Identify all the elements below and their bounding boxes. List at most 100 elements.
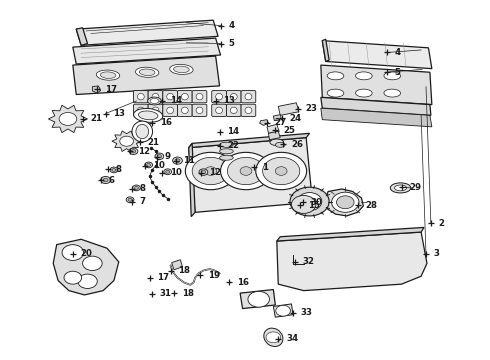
Text: 21: 21 — [147, 138, 160, 147]
Ellipse shape — [230, 107, 237, 113]
Circle shape — [276, 305, 291, 316]
Circle shape — [297, 193, 322, 211]
Text: 14: 14 — [170, 96, 182, 105]
Text: 18: 18 — [182, 289, 194, 298]
Polygon shape — [73, 56, 220, 95]
Text: 10: 10 — [170, 168, 181, 177]
Text: 16: 16 — [160, 118, 172, 127]
Circle shape — [263, 157, 300, 185]
Circle shape — [164, 169, 171, 175]
Text: 8: 8 — [139, 184, 146, 193]
Circle shape — [129, 148, 138, 154]
Polygon shape — [260, 120, 269, 125]
Circle shape — [64, 271, 82, 284]
Ellipse shape — [173, 66, 189, 73]
FancyBboxPatch shape — [241, 91, 256, 103]
Text: 5: 5 — [228, 39, 234, 48]
Ellipse shape — [97, 70, 120, 80]
Ellipse shape — [137, 107, 144, 113]
Polygon shape — [240, 289, 275, 309]
Circle shape — [292, 195, 316, 213]
Text: 12: 12 — [138, 147, 150, 156]
FancyBboxPatch shape — [163, 104, 177, 116]
Text: 11: 11 — [183, 157, 196, 166]
Ellipse shape — [138, 111, 158, 120]
Circle shape — [185, 152, 236, 190]
Circle shape — [157, 155, 162, 158]
Text: 22: 22 — [227, 141, 240, 150]
Circle shape — [78, 274, 98, 288]
Circle shape — [101, 176, 110, 184]
Circle shape — [62, 245, 84, 260]
Ellipse shape — [356, 72, 372, 80]
Polygon shape — [76, 20, 218, 45]
Text: 8: 8 — [116, 165, 122, 174]
Text: 21: 21 — [91, 114, 102, 123]
Polygon shape — [277, 228, 424, 241]
Ellipse shape — [139, 69, 155, 76]
Ellipse shape — [270, 139, 284, 145]
Circle shape — [266, 332, 281, 343]
Ellipse shape — [264, 328, 283, 347]
Polygon shape — [321, 98, 431, 115]
Circle shape — [205, 167, 217, 175]
Ellipse shape — [216, 94, 222, 100]
Text: 33: 33 — [301, 309, 313, 318]
FancyBboxPatch shape — [192, 104, 207, 116]
Polygon shape — [189, 133, 310, 148]
Ellipse shape — [135, 67, 159, 77]
Polygon shape — [93, 86, 101, 93]
Circle shape — [120, 136, 133, 146]
FancyBboxPatch shape — [163, 91, 177, 103]
Ellipse shape — [136, 124, 148, 139]
Circle shape — [134, 186, 138, 189]
Polygon shape — [76, 28, 88, 45]
FancyBboxPatch shape — [177, 91, 192, 103]
Circle shape — [227, 157, 265, 185]
Ellipse shape — [230, 94, 237, 100]
Circle shape — [166, 170, 170, 173]
Circle shape — [155, 153, 164, 159]
Ellipse shape — [132, 121, 152, 142]
Text: 31: 31 — [160, 289, 172, 298]
Circle shape — [103, 178, 108, 182]
Circle shape — [172, 157, 182, 164]
Text: 12: 12 — [209, 168, 221, 177]
Ellipse shape — [220, 149, 233, 154]
FancyBboxPatch shape — [226, 104, 241, 116]
Polygon shape — [189, 143, 195, 217]
Ellipse shape — [134, 108, 163, 122]
Polygon shape — [267, 124, 279, 133]
Text: 13: 13 — [113, 109, 125, 118]
Ellipse shape — [394, 185, 407, 191]
Ellipse shape — [384, 89, 400, 97]
FancyBboxPatch shape — [192, 91, 207, 103]
Circle shape — [59, 112, 77, 125]
Text: 5: 5 — [394, 68, 400, 77]
Polygon shape — [321, 108, 432, 127]
Text: 4: 4 — [394, 48, 401, 57]
Polygon shape — [269, 131, 280, 140]
Circle shape — [110, 167, 118, 173]
FancyBboxPatch shape — [212, 104, 226, 116]
FancyBboxPatch shape — [148, 91, 163, 103]
Text: 3: 3 — [434, 249, 440, 258]
Text: 29: 29 — [409, 183, 421, 192]
Polygon shape — [53, 239, 119, 295]
Text: 18: 18 — [178, 266, 191, 275]
Ellipse shape — [220, 155, 233, 160]
Text: 4: 4 — [228, 21, 235, 30]
Ellipse shape — [245, 94, 252, 100]
Circle shape — [132, 185, 140, 191]
Polygon shape — [321, 65, 432, 104]
Text: 20: 20 — [81, 249, 93, 258]
Polygon shape — [112, 131, 141, 152]
FancyBboxPatch shape — [133, 91, 148, 103]
Polygon shape — [322, 41, 432, 69]
Text: 27: 27 — [275, 118, 287, 127]
Circle shape — [128, 198, 132, 201]
Ellipse shape — [196, 107, 203, 113]
Ellipse shape — [356, 89, 372, 97]
Ellipse shape — [390, 183, 411, 193]
Polygon shape — [273, 114, 282, 121]
